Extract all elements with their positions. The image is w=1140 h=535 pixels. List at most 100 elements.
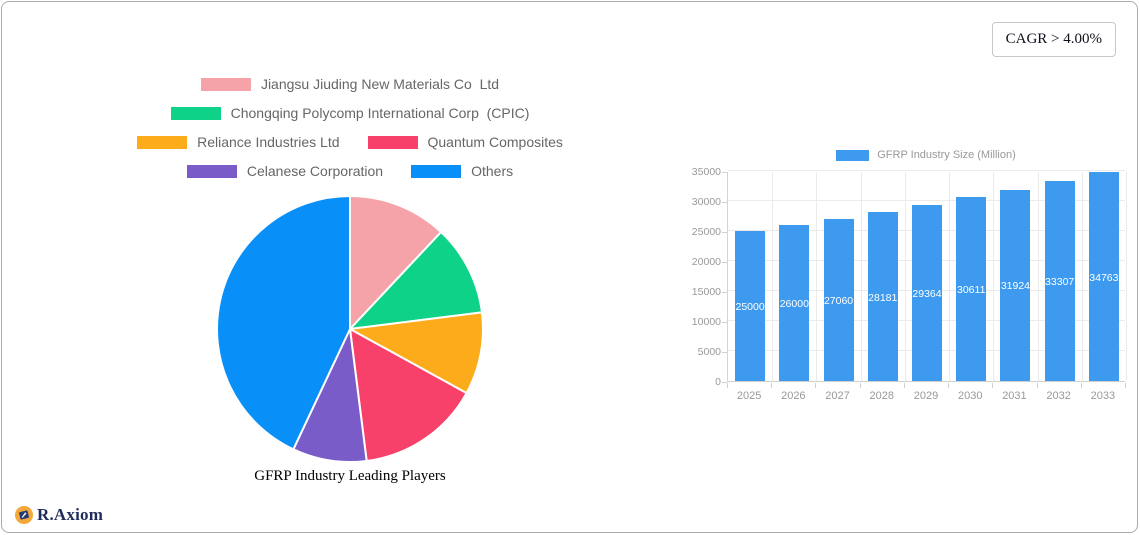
x-axis-tick [727,383,728,388]
gridline-v [949,172,951,381]
x-axis-label: 2028 [869,390,894,402]
r-axiom-logo: R.Axiom [15,505,103,525]
y-axis-tick [722,172,727,173]
y-axis-label: 0 [715,376,721,388]
bar-value-label: 31924 [1000,280,1031,293]
pie-slice-3 [349,328,468,462]
x-axis-label: 2033 [1090,390,1116,402]
y-axis-label: 20000 [691,256,721,268]
pie-chart [216,195,484,463]
pie-chart-title: GFRP Industry Leading Players [254,468,446,484]
y-axis-tick [722,292,727,293]
gridline-v [772,172,774,381]
x-axis-tick [1125,383,1126,388]
x-axis-tick [1036,383,1038,388]
pie-legend-label: Jiangsu Jiuding New Materials Co Ltd [260,76,500,92]
pie-legend-swatch [137,135,188,149]
pie-legend-swatch [170,106,221,120]
gridline-v [1037,172,1039,381]
y-axis-label: 35000 [691,166,721,178]
x-axis-label: 2029 [913,390,939,402]
bar-2030 [956,197,987,381]
pie-legend-label: Reliance Industries Ltd [197,134,340,150]
x-axis-tick [771,383,773,388]
y-axis-tick [722,382,727,383]
y-axis-tick [722,262,727,263]
x-axis-label: 2025 [736,390,762,402]
x-axis-tick [1080,383,1082,388]
bar-chart: GFRP Industry Size (Million) 25000 26000 2… [687,142,1137,417]
y-axis-tick [722,202,727,203]
y-axis-label: 5000 [697,346,721,358]
pie-legend-swatch [200,77,251,91]
bar-legend-swatch [836,149,870,161]
x-axis-label: 2027 [825,390,850,402]
bar-2027 [823,218,854,381]
pie-legend-item: Reliance Industries Ltd [137,134,340,150]
bar-value-label: 34763 [1089,271,1119,284]
bar-2029 [912,204,942,381]
bar-2032 [1044,181,1075,381]
bar-legend: GFRP Industry Size (Million) [727,148,1125,162]
cagr-badge: CAGR > 4.00% [991,22,1116,57]
x-axis-tick [948,383,950,388]
x-axis-label: 2032 [1046,390,1071,402]
pie-legend-label: Celanese Corporation [246,163,384,179]
bar-plot-area: 25000 26000 27060 28181 29364 30611 31924 33307… [727,170,1127,382]
gridline-v [904,172,906,381]
pie-legend-item: Celanese Corporation [186,163,384,179]
bar-legend-label: GFRP Industry Size (Million) [877,149,1016,161]
bar-value-label: 29364 [912,287,942,300]
pie-legend-label: Chongqing Polycomp International Corp (C… [230,105,530,121]
bar-2026 [779,225,810,381]
x-axis-label: 2031 [1002,390,1027,402]
gridline-v [1081,172,1083,381]
bar-value-label: 28181 [868,291,898,304]
bar-2031 [1000,189,1031,381]
bar-value-label: 27060 [823,294,854,307]
r-axiom-logo-icon [15,506,33,524]
gridline-h [728,200,1125,201]
pie-slice-2 [349,311,484,395]
bar-value-label: 33307 [1045,276,1075,289]
y-axis-tick [722,352,727,353]
gridline-h [728,170,1125,171]
x-axis-label: 2026 [781,390,806,402]
x-axis-tick [903,383,905,388]
bar-2025 [735,231,766,381]
y-axis-tick [722,232,727,233]
y-axis-label: 25000 [691,226,721,238]
pie-slice-1 [349,231,483,330]
bar-2033 [1088,172,1119,381]
pie-legend-label: Quantum Composites [427,134,563,150]
bar-2028 [867,211,898,381]
gridline-v [993,172,995,381]
pie-slice-5 [216,195,351,451]
gridline-v [816,172,818,381]
x-axis-tick [815,383,817,388]
pie-slice-0 [349,195,443,330]
pie-legend-item: Quantum Composites [367,134,563,150]
pie-legend-label: Others [471,163,514,179]
y-axis-tick [722,322,727,323]
y-axis-label: 30000 [691,196,721,208]
bar-value-label: 30611 [957,284,986,297]
r-axiom-logo-text: R.Axiom [37,505,104,524]
bar-value-label: 25000 [735,301,765,313]
y-axis-label: 10000 [691,316,721,328]
x-axis-tick [859,383,861,388]
x-axis-label: 2030 [957,390,983,402]
pie-legend-swatch [367,135,418,149]
pie-legend: Jiangsu Jiuding New Materials Co Ltd Chon… [119,76,581,179]
pie-legend-item: Others [411,163,513,179]
pie-legend-swatch [186,164,237,178]
gridline-v [860,172,862,381]
pie-legend-swatch [411,164,462,178]
pie-legend-item: Jiangsu Jiuding New Materials Co Ltd [200,76,500,92]
pie-legend-item: Chongqing Polycomp International Corp (C… [170,105,530,121]
y-axis-label: 15000 [691,286,721,298]
bar-value-label: 26000 [779,298,809,310]
gridline-v [1126,172,1127,381]
x-axis-tick [992,383,994,388]
